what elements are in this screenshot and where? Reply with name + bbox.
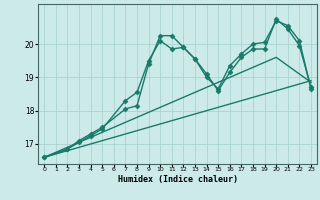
X-axis label: Humidex (Indice chaleur): Humidex (Indice chaleur) <box>118 175 238 184</box>
